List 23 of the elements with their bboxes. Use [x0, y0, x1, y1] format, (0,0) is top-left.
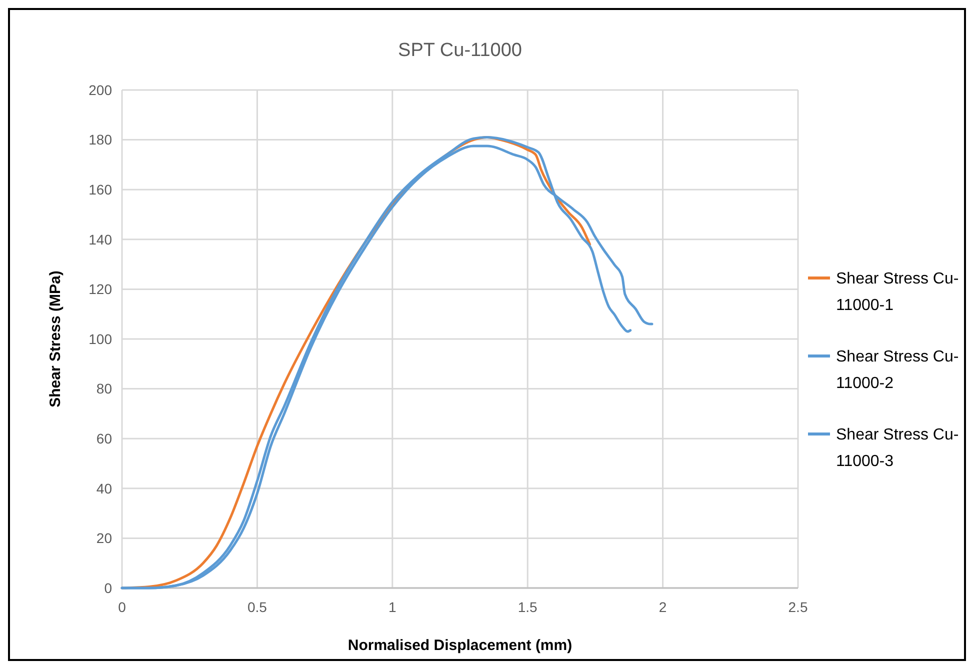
legend-label: Shear Stress Cu-11000-1: [836, 270, 959, 314]
x-tick-label: 0: [118, 599, 126, 615]
x-tick-label: 2.5: [788, 599, 808, 615]
legend-label: Shear Stress Cu-11000-3: [836, 426, 959, 470]
y-tick-label: 60: [96, 430, 112, 446]
y-tick-label: 140: [88, 231, 112, 248]
x-tick-label: 1: [388, 599, 396, 615]
y-tick-label: 80: [96, 380, 112, 397]
x-tick-label: 2: [658, 599, 667, 615]
y-tick-label: 20: [96, 530, 112, 546]
y-tick-label: 200: [88, 82, 112, 98]
x-axis-title: Normalised Displacement (mm): [348, 637, 572, 654]
y-tick-label: 100: [88, 330, 112, 347]
y-tick-label: 160: [88, 182, 112, 198]
y-tick-label: 180: [88, 132, 112, 148]
y-tick-label: 40: [96, 480, 112, 496]
x-tick-label: 0.5: [247, 599, 268, 615]
chart-title: SPT Cu-11000: [398, 40, 522, 61]
x-tick-label: 1.5: [518, 599, 538, 615]
y-tick-label: 120: [88, 281, 112, 298]
y-tick-label: 0: [104, 580, 112, 596]
y-axis-title: Shear Stress (MPa): [47, 270, 64, 408]
legend-label: Shear Stress Cu-11000-2: [836, 348, 959, 392]
